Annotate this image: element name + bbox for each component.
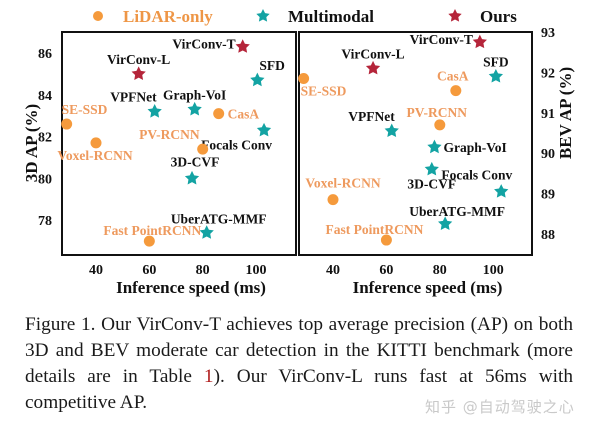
plot-frame [61, 31, 297, 256]
y-tick-label: 90 [541, 147, 555, 162]
x-tick-label: 100 [246, 263, 267, 278]
point-virconv-t [472, 34, 487, 49]
point-label-focals-conv: Focals Conv [441, 168, 512, 183]
legend-label-lidar-only: LiDAR-only [123, 7, 213, 26]
table-reference-link[interactable]: 1 [203, 366, 214, 387]
x-tick-label: 80 [196, 263, 210, 278]
point-label-uberatg-mmf: UberATG-MMF [409, 204, 505, 219]
point-voxel-rcnn [90, 137, 102, 149]
point-label-virconv-l: VirConv-L [107, 52, 170, 67]
caption-text-1: Figure 1. Our VirConv-T achieves top ave… [25, 314, 573, 387]
point-label-vpfnet: VPFNet [348, 109, 395, 124]
point-se-ssd [298, 72, 310, 84]
point-label-casa: CasA [437, 69, 469, 84]
watermark: 知乎 @自动驾驶之心 [425, 398, 575, 416]
point-se-ssd [61, 118, 73, 130]
point-pv-rcnn [434, 119, 446, 131]
point-sfd [488, 68, 503, 83]
point-label-sfd: SFD [259, 58, 285, 73]
point-label-virconv-l: VirConv-L [341, 46, 404, 61]
point-label-pv-rcnn: PV-RCNN [139, 127, 200, 142]
x-tick-label: 80 [433, 263, 447, 278]
point-fast-pointrcnn [143, 235, 155, 247]
point-label-voxel-rcnn: Voxel-RCNN [57, 148, 132, 163]
point-pv-rcnn [197, 143, 209, 155]
legend-label-ours: Ours [480, 7, 517, 26]
y-tick-label: 82 [38, 131, 52, 146]
x-tick-label: 60 [142, 263, 156, 278]
point-label-se-ssd: SE-SSD [301, 83, 347, 98]
point-label-fast-pointrcnn: Fast PointRCNN [103, 223, 201, 238]
point-label-virconv-t: VirConv-T [410, 32, 473, 47]
y-tick-label: 88 [541, 228, 555, 243]
point-label-vpfnet: VPFNet [110, 90, 157, 105]
plot-frame [298, 31, 533, 256]
point-label-sfd: SFD [483, 54, 509, 69]
x-tick-label: 100 [483, 263, 504, 278]
point-fast-pointrcnn [380, 234, 392, 246]
point-sfd [250, 72, 265, 87]
x-tick-label: 40 [326, 263, 340, 278]
point-label-se-ssd: SE-SSD [62, 102, 108, 117]
y-tick-label: 92 [541, 66, 555, 81]
point-virconv-t [235, 39, 250, 53]
point-3d-cvf [424, 161, 439, 176]
point-vpfnet [147, 104, 162, 118]
point-vpfnet [384, 123, 399, 138]
x-tick-label: 40 [89, 263, 103, 278]
point-label-focals-conv: Focals Conv [201, 137, 272, 152]
legend-star-marker [448, 9, 462, 22]
point-virconv-l [131, 66, 146, 80]
legend-star-marker [256, 9, 270, 22]
y-tick-label: 86 [38, 47, 52, 62]
x-axis-label: Inference speed (ms) [353, 278, 503, 297]
point-casa [450, 85, 462, 97]
point-label-uberatg-mmf: UberATG-MMF [171, 212, 267, 227]
legend: LiDAR-only Multimodal Ours [93, 7, 517, 26]
x-tick-label: 60 [379, 263, 393, 278]
point-3d-cvf [184, 170, 200, 185]
point-label-virconv-t: VirConv-T [172, 37, 235, 52]
legend-circle-marker [93, 11, 103, 21]
point-label-graph-voi: Graph-VoI [443, 140, 506, 155]
point-casa [213, 108, 225, 120]
point-focals-conv [494, 184, 509, 198]
y-tick-label: 89 [541, 188, 555, 203]
point-graph-voi [427, 139, 442, 154]
point-label-graph-voi: Graph-VoI [163, 87, 226, 102]
figure-caption: Figure 1. Our VirConv-T achieves top ave… [25, 312, 573, 416]
point-voxel-rcnn [327, 194, 339, 206]
y-axis-label: BEV AP (%) [556, 67, 575, 159]
y-tick-label: 93 [541, 26, 555, 41]
y-axis-label: 3D AP (%) [22, 104, 41, 182]
point-label-casa: CasA [228, 107, 260, 122]
y-tick-label: 84 [38, 89, 52, 104]
point-label-3d-cvf: 3D-CVF [407, 176, 456, 191]
y-tick-label: 91 [541, 107, 555, 122]
point-focals-conv [256, 122, 272, 137]
x-axis-label: Inference speed (ms) [116, 278, 266, 297]
point-uberatg-mmf [199, 225, 214, 239]
point-uberatg-mmf [438, 216, 453, 230]
point-label-pv-rcnn: PV-RCNN [407, 105, 468, 120]
point-label-3d-cvf: 3D-CVF [171, 154, 220, 169]
point-label-voxel-rcnn: Voxel-RCNN [305, 176, 380, 191]
figure-1: LiDAR-only Multimodal Ours 40 60 80 100Infere… [22, 7, 575, 297]
point-graph-voi [187, 101, 202, 116]
y-tick-label: 78 [38, 214, 52, 229]
y-tick-label: 80 [38, 172, 52, 187]
point-label-fast-pointrcnn: Fast PointRCNN [325, 222, 423, 237]
caption-text-2: ). Our VirConv-L runs fast at 56ms with … [25, 366, 574, 413]
legend-label-multimodal: Multimodal [288, 7, 374, 26]
point-virconv-l [365, 60, 381, 75]
